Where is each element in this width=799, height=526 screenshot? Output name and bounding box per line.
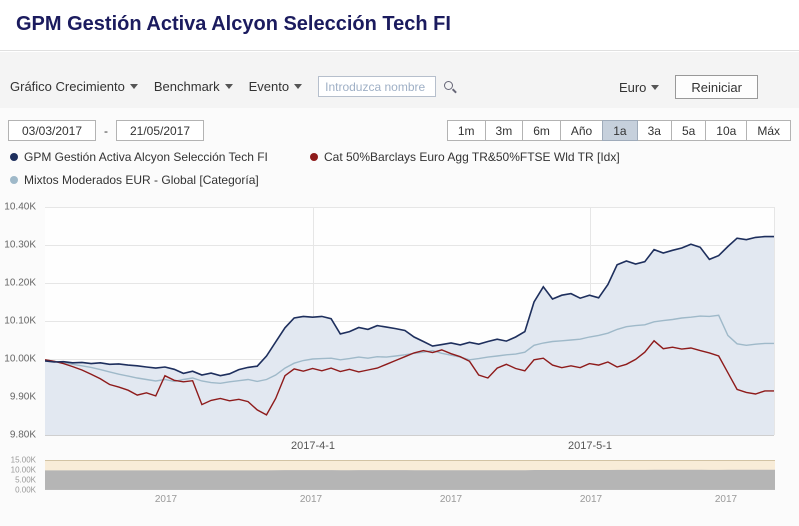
period-selector: 1m 3m 6m Año 1a 3a 5a 10a Máx <box>446 120 791 141</box>
gridline-horizontal <box>45 207 774 208</box>
right-tools: Euro Reiniciar <box>619 75 758 99</box>
gridline-horizontal <box>45 283 774 284</box>
legend-dot <box>10 153 18 161</box>
period-button-3a[interactable]: 3a <box>636 120 672 141</box>
y-axis-tick-label: 10.20K <box>4 277 36 289</box>
page-title: GPM Gestión Activa Alcyon Selección Tech… <box>16 13 451 35</box>
chart-type-menu-label: Gráfico Crecimiento <box>10 79 125 94</box>
date-separator: - <box>104 123 108 138</box>
gridline-horizontal <box>45 321 774 322</box>
series-line-1 <box>45 339 774 416</box>
toolbar: Gráfico Crecimiento Benchmark Evento <box>10 76 457 97</box>
y-axis: 10.40K 10.30K 10.20K 10.10K 10.00K 9.90K 9.80K <box>0 202 40 441</box>
navigator-tick-label: 10.00K <box>10 465 36 475</box>
legend-dot <box>310 153 318 161</box>
reset-button[interactable]: Reiniciar <box>675 75 758 99</box>
gridline-horizontal <box>45 435 774 436</box>
chevron-down-icon <box>294 84 303 89</box>
chevron-down-icon <box>224 84 233 89</box>
benchmark-menu[interactable]: Benchmark <box>154 79 233 94</box>
navigator-tick-label: 0.00K <box>15 485 36 495</box>
date-range: 03/03/2017 - 21/05/2017 <box>8 120 204 141</box>
legend-label: Cat 50%Barclays Euro Agg TR&50%FTSE Wld … <box>324 150 620 164</box>
period-button-6m[interactable]: 6m <box>522 120 561 141</box>
y-axis-tick-label: 10.30K <box>4 239 36 251</box>
navigator-year-label: 2017 <box>579 494 603 505</box>
legend-item-2: Mixtos Moderados EUR - Global [Categoría… <box>10 173 310 187</box>
growth-chart: 10.40K 10.30K 10.20K 10.10K 10.00K 9.90K 9.80K… <box>0 200 799 456</box>
end-date-input[interactable]: 21/05/2017 <box>116 120 204 141</box>
fund-area-fill <box>45 236 774 435</box>
y-axis-tick-label: 10.10K <box>4 315 36 327</box>
period-button-1m[interactable]: 1m <box>446 120 486 141</box>
navigator-year-label: 2017 <box>439 494 463 505</box>
search-icon[interactable] <box>443 80 457 94</box>
period-button-3m[interactable]: 3m <box>484 120 524 141</box>
event-menu[interactable]: Evento <box>248 79 303 94</box>
navigator-tick-label: 5.00K <box>15 475 36 485</box>
navigator-year-label: 2017 <box>154 494 178 505</box>
benchmark-menu-label: Benchmark <box>153 79 220 94</box>
period-button-Año[interactable]: Año <box>559 120 604 141</box>
chart-svg <box>45 235 774 435</box>
page-header: GPM Gestión Activa Alcyon Selección Tech… <box>0 0 799 51</box>
y-axis-tick-label: 10.40K <box>4 201 36 213</box>
navigator-year-label: 2017 <box>714 494 738 505</box>
chart-navigator: 15.00K 10.00K 5.00K 0.00K 2017 2017 2017 2017 2… <box>0 456 799 518</box>
navigator-area <box>45 469 775 489</box>
y-axis-tick-label: 9.90K <box>9 391 36 403</box>
y-axis-tick-label: 10.00K <box>4 353 36 365</box>
legend-label: GPM Gestión Activa Alcyon Selección Tech… <box>24 150 268 164</box>
legend-label: Mixtos Moderados EUR - Global [Categoría… <box>24 173 259 187</box>
y-axis-tick-label: 9.80K <box>9 429 36 441</box>
period-button-5a[interactable]: 5a <box>670 120 707 141</box>
currency-menu[interactable]: Euro <box>618 79 660 95</box>
navigator-svg <box>45 469 775 489</box>
series-line-0 <box>45 235 774 377</box>
event-menu-label: Evento <box>248 79 290 94</box>
legend-item-0: GPM Gestión Activa Alcyon Selección Tech… <box>10 150 310 164</box>
chevron-down-icon <box>129 84 138 89</box>
navigator-year-label: 2017 <box>299 494 323 505</box>
navigator-plot[interactable] <box>45 460 775 490</box>
start-date-input[interactable]: 03/03/2017 <box>8 120 96 141</box>
gridline-horizontal <box>45 245 774 246</box>
chevron-down-icon <box>651 84 660 90</box>
x-axis-tick-label: 2017-5-1 <box>567 440 613 452</box>
navigator-tick-label: 15.00K <box>10 455 36 465</box>
chart-type-menu[interactable]: Gráfico Crecimiento <box>10 79 138 94</box>
search-area <box>318 76 457 97</box>
currency-menu-label: Euro <box>618 79 647 95</box>
legend-item-1: Cat 50%Barclays Euro Agg TR&50%FTSE Wld … <box>310 150 620 164</box>
search-input[interactable] <box>318 76 437 97</box>
chart-legend: GPM Gestión Activa Alcyon Selección Tech… <box>10 150 620 187</box>
x-axis-tick-label: 2017-4-1 <box>290 440 336 452</box>
legend-dot <box>10 176 18 184</box>
period-button-Máx[interactable]: Máx <box>746 120 791 141</box>
navigator-y-axis: 15.00K 10.00K 5.00K 0.00K <box>0 456 40 495</box>
period-button-10a[interactable]: 10a <box>705 120 748 141</box>
period-button-1a[interactable]: 1a <box>602 120 638 141</box>
plot-area[interactable] <box>45 207 775 436</box>
